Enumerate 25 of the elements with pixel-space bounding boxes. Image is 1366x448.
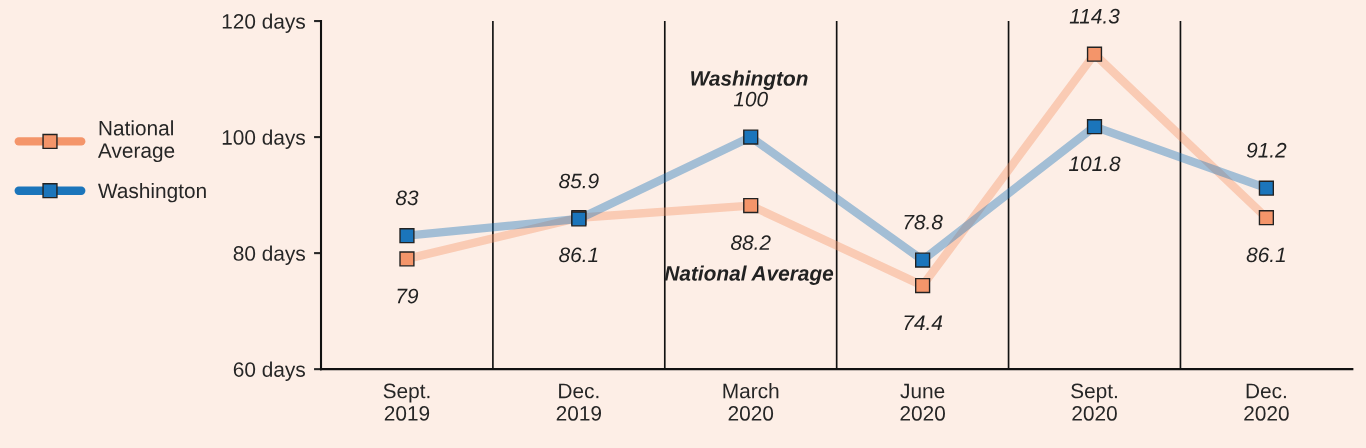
y-tick-label: 60 days [233, 361, 305, 382]
data-label: 83 [395, 190, 419, 206]
data-label: 79 [397, 288, 419, 304]
y-tick-label: 80 days [233, 245, 305, 265]
annotation: Washington [691, 70, 808, 90]
x-tick-label: June 2020 [900, 383, 945, 421]
data-label: 88.2 [731, 235, 771, 251]
data-label: 114.3 [1069, 8, 1120, 24]
y-tick-label: 120 days [222, 13, 305, 33]
data-label: 74.4 [904, 315, 943, 330]
data-label: 100 [733, 91, 768, 107]
data-label: 86.1 [559, 247, 598, 263]
data-label: 86.1 [1246, 247, 1285, 263]
data-label: 101.8 [1068, 156, 1121, 172]
y-tick-label: 100 days [222, 129, 305, 149]
legend-label: Washington [98, 182, 206, 203]
x-tick-label: March 2020 [723, 383, 779, 421]
x-tick-label: Sept. 2020 [1071, 383, 1117, 421]
x-tick-label: Dec. 2020 [1244, 383, 1289, 421]
data-label: 85.9 [559, 173, 599, 189]
data-label: 91.2 [1246, 142, 1287, 158]
legend-label: National Average [97, 120, 175, 163]
x-tick-label: Sept. 2019 [383, 383, 430, 421]
data-label: 78.8 [904, 214, 943, 230]
x-tick-label: Dec. 2019 [556, 383, 602, 421]
